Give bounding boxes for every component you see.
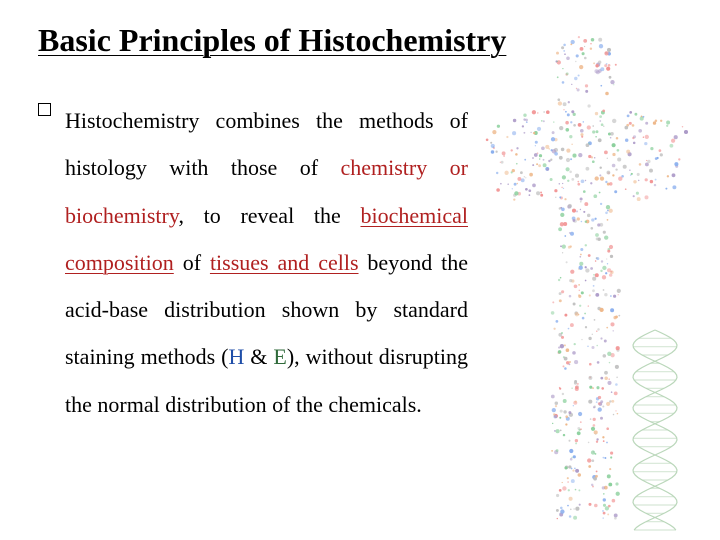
slide-title: Basic Principles of Histochemistry bbox=[38, 22, 692, 59]
body-block: Histochemistry combines the methods of h… bbox=[38, 97, 468, 428]
text-run: , to reveal the bbox=[178, 203, 360, 228]
body-text: Histochemistry combines the methods of h… bbox=[65, 97, 468, 428]
text-run: tissues and cells bbox=[210, 250, 359, 275]
square-bullet-icon bbox=[38, 103, 51, 116]
text-run: & bbox=[244, 344, 273, 369]
text-run: E bbox=[273, 344, 286, 369]
slide: Basic Principles of Histochemistry Histo… bbox=[0, 0, 720, 540]
human-dna-figure bbox=[450, 0, 720, 540]
text-run: H bbox=[228, 344, 244, 369]
text-run: of bbox=[174, 250, 210, 275]
